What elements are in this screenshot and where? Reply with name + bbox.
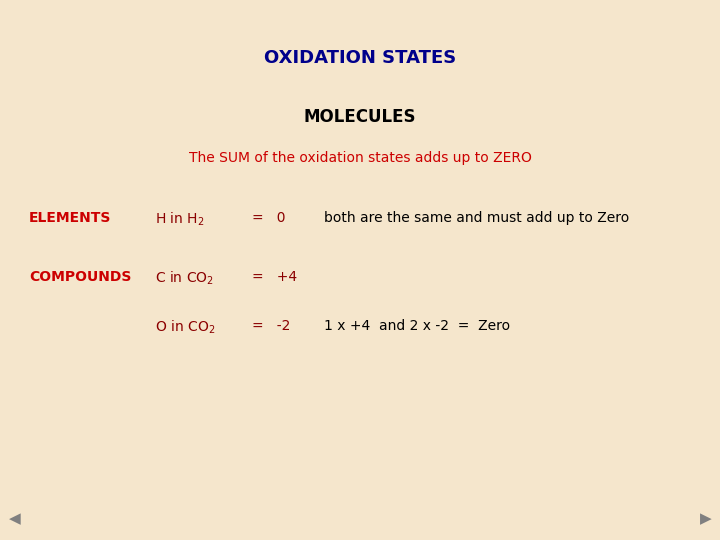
Text: =   0: = 0 [252, 211, 286, 225]
Text: 1 x +4  and 2 x -2  =  Zero: 1 x +4 and 2 x -2 = Zero [324, 319, 510, 333]
Text: =   -2: = -2 [252, 319, 290, 333]
Text: OXIDATION STATES: OXIDATION STATES [264, 49, 456, 66]
Text: H in H$_2$: H in H$_2$ [155, 211, 204, 228]
Text: ◀: ◀ [9, 511, 20, 526]
Text: ELEMENTS: ELEMENTS [29, 211, 111, 225]
Text: both are the same and must add up to Zero: both are the same and must add up to Zer… [324, 211, 629, 225]
Text: The SUM of the oxidation states adds up to ZERO: The SUM of the oxidation states adds up … [189, 151, 531, 165]
Text: COMPOUNDS: COMPOUNDS [29, 270, 131, 284]
Text: =   +4: = +4 [252, 270, 297, 284]
Text: C in CO$_2$: C in CO$_2$ [155, 270, 214, 287]
Text: O in CO$_2$: O in CO$_2$ [155, 319, 215, 336]
Text: MOLECULES: MOLECULES [304, 108, 416, 126]
Text: ▶: ▶ [700, 511, 711, 526]
